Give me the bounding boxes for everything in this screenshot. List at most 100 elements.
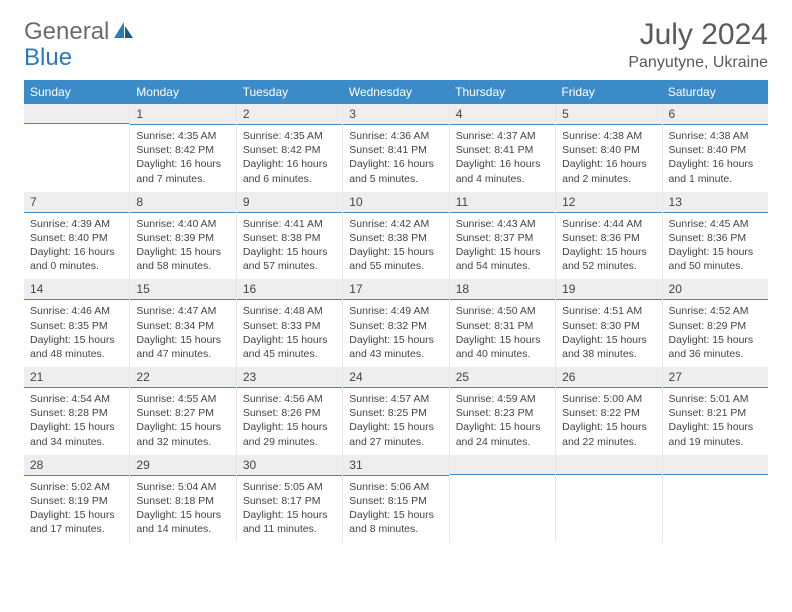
day-body: Sunrise: 4:52 AMSunset: 8:29 PMDaylight:… (663, 300, 768, 367)
weekday-header: Friday (555, 80, 661, 104)
weekday-header: Tuesday (237, 80, 343, 104)
day-number: 27 (663, 367, 768, 388)
day-body: Sunrise: 4:48 AMSunset: 8:33 PMDaylight:… (237, 300, 342, 367)
day-info-line: Sunrise: 4:57 AM (349, 392, 442, 406)
day-info-line: Sunrise: 4:35 AM (136, 129, 229, 143)
day-info-line: Sunset: 8:28 PM (30, 406, 123, 420)
week-row: 1Sunrise: 4:35 AMSunset: 8:42 PMDaylight… (24, 104, 768, 192)
week-row: 7Sunrise: 4:39 AMSunset: 8:40 PMDaylight… (24, 192, 768, 280)
day-number: 11 (450, 192, 555, 213)
day-info-line: Daylight: 15 hours and 57 minutes. (243, 245, 336, 273)
day-info-line: Sunrise: 4:48 AM (243, 304, 336, 318)
day-info-line: Sunset: 8:39 PM (136, 231, 229, 245)
day-body: Sunrise: 5:06 AMSunset: 8:15 PMDaylight:… (343, 476, 448, 543)
day-info-line: Sunset: 8:36 PM (562, 231, 655, 245)
day-body (24, 124, 129, 180)
day-info-line: Daylight: 15 hours and 29 minutes. (243, 420, 336, 448)
day-cell: 2Sunrise: 4:35 AMSunset: 8:42 PMDaylight… (237, 104, 343, 192)
day-info-line: Daylight: 15 hours and 52 minutes. (562, 245, 655, 273)
day-info-line: Daylight: 16 hours and 1 minute. (669, 157, 762, 185)
day-info-line: Sunrise: 4:51 AM (562, 304, 655, 318)
day-info-line: Sunrise: 5:00 AM (562, 392, 655, 406)
day-info-line: Daylight: 16 hours and 6 minutes. (243, 157, 336, 185)
day-cell: 16Sunrise: 4:48 AMSunset: 8:33 PMDayligh… (237, 279, 343, 367)
day-cell: 7Sunrise: 4:39 AMSunset: 8:40 PMDaylight… (24, 192, 130, 280)
day-number: 12 (556, 192, 661, 213)
day-info-line: Daylight: 15 hours and 43 minutes. (349, 333, 442, 361)
day-info-line: Sunrise: 4:49 AM (349, 304, 442, 318)
day-info-line: Daylight: 15 hours and 38 minutes. (562, 333, 655, 361)
week-row: 21Sunrise: 4:54 AMSunset: 8:28 PMDayligh… (24, 367, 768, 455)
day-info-line: Sunset: 8:25 PM (349, 406, 442, 420)
day-number: 29 (130, 455, 235, 476)
weekday-header: Monday (130, 80, 236, 104)
day-info-line: Daylight: 16 hours and 5 minutes. (349, 157, 442, 185)
weekday-header-row: Sunday Monday Tuesday Wednesday Thursday… (24, 80, 768, 104)
day-info-line: Daylight: 15 hours and 27 minutes. (349, 420, 442, 448)
day-cell (556, 455, 662, 543)
day-number: 6 (663, 104, 768, 125)
day-info-line: Sunset: 8:15 PM (349, 494, 442, 508)
day-body (663, 475, 768, 531)
day-cell: 20Sunrise: 4:52 AMSunset: 8:29 PMDayligh… (663, 279, 768, 367)
logo-word2: Blue (24, 44, 72, 71)
day-body: Sunrise: 4:46 AMSunset: 8:35 PMDaylight:… (24, 300, 129, 367)
day-info-line: Daylight: 15 hours and 24 minutes. (456, 420, 549, 448)
day-body (450, 475, 555, 531)
day-cell: 11Sunrise: 4:43 AMSunset: 8:37 PMDayligh… (450, 192, 556, 280)
day-number: 22 (130, 367, 235, 388)
day-info-line: Sunrise: 4:38 AM (669, 129, 762, 143)
day-info-line: Daylight: 15 hours and 19 minutes. (669, 420, 762, 448)
day-info-line: Sunrise: 4:47 AM (136, 304, 229, 318)
day-number: 16 (237, 279, 342, 300)
day-info-line: Sunset: 8:18 PM (136, 494, 229, 508)
day-cell (24, 104, 130, 192)
day-info-line: Sunset: 8:40 PM (669, 143, 762, 157)
day-info-line: Sunrise: 4:38 AM (562, 129, 655, 143)
day-cell: 23Sunrise: 4:56 AMSunset: 8:26 PMDayligh… (237, 367, 343, 455)
day-number: 30 (237, 455, 342, 476)
day-info-line: Sunrise: 4:35 AM (243, 129, 336, 143)
day-number: 31 (343, 455, 448, 476)
day-body: Sunrise: 5:02 AMSunset: 8:19 PMDaylight:… (24, 476, 129, 543)
title-block: July 2024 Panyutyne, Ukraine (628, 18, 768, 72)
day-cell: 15Sunrise: 4:47 AMSunset: 8:34 PMDayligh… (130, 279, 236, 367)
day-number: 2 (237, 104, 342, 125)
logo: General (24, 18, 137, 46)
day-body: Sunrise: 4:36 AMSunset: 8:41 PMDaylight:… (343, 125, 448, 192)
day-body: Sunrise: 4:35 AMSunset: 8:42 PMDaylight:… (130, 125, 235, 192)
day-number: 26 (556, 367, 661, 388)
week-row: 28Sunrise: 5:02 AMSunset: 8:19 PMDayligh… (24, 455, 768, 543)
day-number: 15 (130, 279, 235, 300)
day-body: Sunrise: 4:42 AMSunset: 8:38 PMDaylight:… (343, 213, 448, 280)
day-number: 1 (130, 104, 235, 125)
day-info-line: Sunset: 8:26 PM (243, 406, 336, 420)
month-title: July 2024 (628, 18, 768, 52)
day-info-line: Daylight: 15 hours and 22 minutes. (562, 420, 655, 448)
day-number: 21 (24, 367, 129, 388)
day-number: 19 (556, 279, 661, 300)
day-body: Sunrise: 4:47 AMSunset: 8:34 PMDaylight:… (130, 300, 235, 367)
day-cell (450, 455, 556, 543)
day-number: 4 (450, 104, 555, 125)
day-info-line: Sunrise: 4:40 AM (136, 217, 229, 231)
day-number: 18 (450, 279, 555, 300)
day-info-line: Sunrise: 4:52 AM (669, 304, 762, 318)
page-header: General July 2024 Panyutyne, Ukraine (0, 0, 792, 80)
day-body: Sunrise: 5:05 AMSunset: 8:17 PMDaylight:… (237, 476, 342, 543)
day-info-line: Daylight: 15 hours and 40 minutes. (456, 333, 549, 361)
location-label: Panyutyne, Ukraine (628, 54, 768, 72)
weekday-header: Wednesday (343, 80, 449, 104)
weekday-header: Thursday (449, 80, 555, 104)
day-info-line: Sunrise: 5:06 AM (349, 480, 442, 494)
day-info-line: Sunset: 8:32 PM (349, 319, 442, 333)
day-info-line: Sunrise: 5:01 AM (669, 392, 762, 406)
day-body: Sunrise: 4:55 AMSunset: 8:27 PMDaylight:… (130, 388, 235, 455)
day-info-line: Daylight: 15 hours and 45 minutes. (243, 333, 336, 361)
day-info-line: Sunset: 8:30 PM (562, 319, 655, 333)
day-cell: 3Sunrise: 4:36 AMSunset: 8:41 PMDaylight… (343, 104, 449, 192)
day-info-line: Daylight: 15 hours and 36 minutes. (669, 333, 762, 361)
day-body: Sunrise: 4:41 AMSunset: 8:38 PMDaylight:… (237, 213, 342, 280)
day-cell: 31Sunrise: 5:06 AMSunset: 8:15 PMDayligh… (343, 455, 449, 543)
day-info-line: Daylight: 16 hours and 4 minutes. (456, 157, 549, 185)
